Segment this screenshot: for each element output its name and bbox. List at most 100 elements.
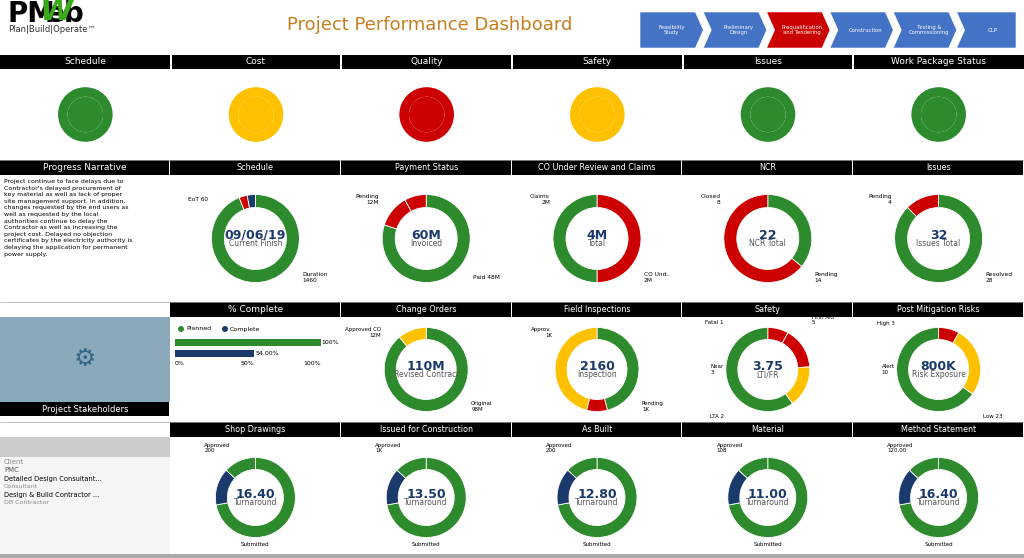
Bar: [682, 160, 852, 175]
Text: 16.40: 16.40: [236, 488, 275, 501]
Text: Approved CO
12M: Approved CO 12M: [345, 327, 381, 338]
Text: Turnaround: Turnaround: [916, 498, 961, 507]
Text: Pending
4: Pending 4: [868, 194, 892, 205]
Text: Submitted: Submitted: [583, 541, 611, 546]
Bar: [682, 55, 684, 69]
Polygon shape: [640, 12, 703, 48]
Text: Claims
2M: Claims 2M: [530, 194, 550, 205]
Text: Schedule: Schedule: [65, 57, 106, 66]
Wedge shape: [726, 328, 793, 411]
Text: First Aid
5: First Aid 5: [812, 315, 834, 325]
Text: Field Inspections: Field Inspections: [564, 305, 630, 314]
Wedge shape: [899, 470, 919, 505]
Text: Schedule: Schedule: [237, 163, 273, 172]
Text: OLP: OLP: [987, 27, 997, 32]
Wedge shape: [768, 195, 812, 267]
Text: Progress Narrative: Progress Narrative: [43, 163, 127, 172]
Text: Work Package Status: Work Package Status: [891, 57, 986, 66]
Bar: [170, 160, 340, 175]
Text: Alert
10: Alert 10: [882, 364, 895, 375]
Bar: [170, 302, 340, 317]
Wedge shape: [740, 87, 796, 142]
Circle shape: [921, 97, 956, 132]
Text: Approved
200: Approved 200: [546, 442, 572, 454]
Circle shape: [409, 97, 444, 132]
Wedge shape: [728, 470, 748, 505]
Text: Approv.
1K: Approv. 1K: [531, 327, 552, 338]
Text: Project continue to face delays due to
Contractor's delayed procurement of
key m: Project continue to face delays due to C…: [4, 179, 132, 257]
Text: NCR Total: NCR Total: [750, 239, 786, 248]
Wedge shape: [911, 87, 966, 142]
Bar: [853, 302, 1023, 317]
Bar: [341, 422, 511, 437]
Bar: [512, 160, 681, 175]
Text: High 3: High 3: [877, 320, 895, 325]
Text: Invoiced: Invoiced: [411, 239, 442, 248]
Text: 09/06/19: 09/06/19: [224, 229, 286, 242]
Polygon shape: [703, 12, 767, 48]
Wedge shape: [553, 195, 597, 282]
Bar: [512, 422, 681, 437]
Text: NCR: NCR: [760, 163, 776, 172]
Text: 4M: 4M: [587, 229, 607, 242]
Text: Pending
1K: Pending 1K: [642, 401, 664, 412]
Wedge shape: [216, 458, 295, 537]
Text: Construction: Construction: [849, 27, 883, 32]
Text: Cost: Cost: [246, 57, 266, 66]
Text: Revised Contract: Revised Contract: [393, 370, 459, 379]
Text: As Built: As Built: [582, 425, 612, 434]
Text: Project Performance Dashboard: Project Performance Dashboard: [288, 16, 572, 33]
Bar: [175, 350, 254, 357]
Wedge shape: [384, 328, 468, 411]
Wedge shape: [399, 328, 426, 347]
Wedge shape: [728, 458, 808, 537]
Circle shape: [222, 326, 228, 332]
Bar: [0, 402, 169, 416]
Wedge shape: [587, 398, 607, 411]
Text: Near
3: Near 3: [711, 364, 724, 375]
Circle shape: [178, 326, 184, 332]
Bar: [341, 160, 511, 175]
Text: 32: 32: [930, 229, 947, 242]
Bar: [682, 422, 852, 437]
Wedge shape: [382, 195, 470, 282]
Wedge shape: [909, 458, 939, 478]
Circle shape: [68, 97, 103, 132]
Text: Approved
200: Approved 200: [204, 442, 230, 454]
Wedge shape: [907, 195, 939, 217]
Text: Pending
12M: Pending 12M: [355, 194, 379, 205]
Text: 12.80: 12.80: [578, 488, 616, 501]
Text: 0%: 0%: [175, 361, 185, 366]
Text: 100%: 100%: [322, 340, 339, 345]
Text: 54.00%: 54.00%: [256, 351, 280, 356]
Text: LTI/FR: LTI/FR: [757, 370, 779, 379]
Bar: [511, 55, 513, 69]
Wedge shape: [399, 87, 454, 142]
Text: Approved
1K: Approved 1K: [375, 442, 401, 454]
Text: Prequalification
and Tendering: Prequalification and Tendering: [782, 25, 823, 35]
Text: Method Statement: Method Statement: [901, 425, 976, 434]
Wedge shape: [768, 328, 788, 343]
Text: Feasibility
Study: Feasibility Study: [658, 25, 685, 35]
Text: 11.00: 11.00: [748, 488, 787, 501]
Text: Quality: Quality: [411, 57, 443, 66]
Bar: [0, 160, 169, 175]
Text: Issues: Issues: [754, 57, 782, 66]
Bar: [0, 317, 170, 402]
Wedge shape: [228, 87, 284, 142]
Wedge shape: [558, 458, 637, 537]
Text: DB Contractor: DB Contractor: [4, 500, 49, 505]
Bar: [853, 422, 1023, 437]
Text: Project Stakeholders: Project Stakeholders: [42, 405, 128, 413]
Text: Turnaround: Turnaround: [404, 498, 447, 507]
Wedge shape: [568, 458, 597, 478]
Polygon shape: [893, 12, 956, 48]
Text: % Complete: % Complete: [227, 305, 283, 314]
Text: Material: Material: [752, 425, 784, 434]
Text: 60M: 60M: [412, 229, 441, 242]
Text: Design & Build Contractor ...: Design & Build Contractor ...: [4, 492, 99, 498]
Text: Risk Exposure: Risk Exposure: [911, 370, 966, 379]
Text: W: W: [40, 0, 74, 26]
Wedge shape: [406, 195, 426, 211]
Text: PMC: PMC: [4, 468, 18, 474]
